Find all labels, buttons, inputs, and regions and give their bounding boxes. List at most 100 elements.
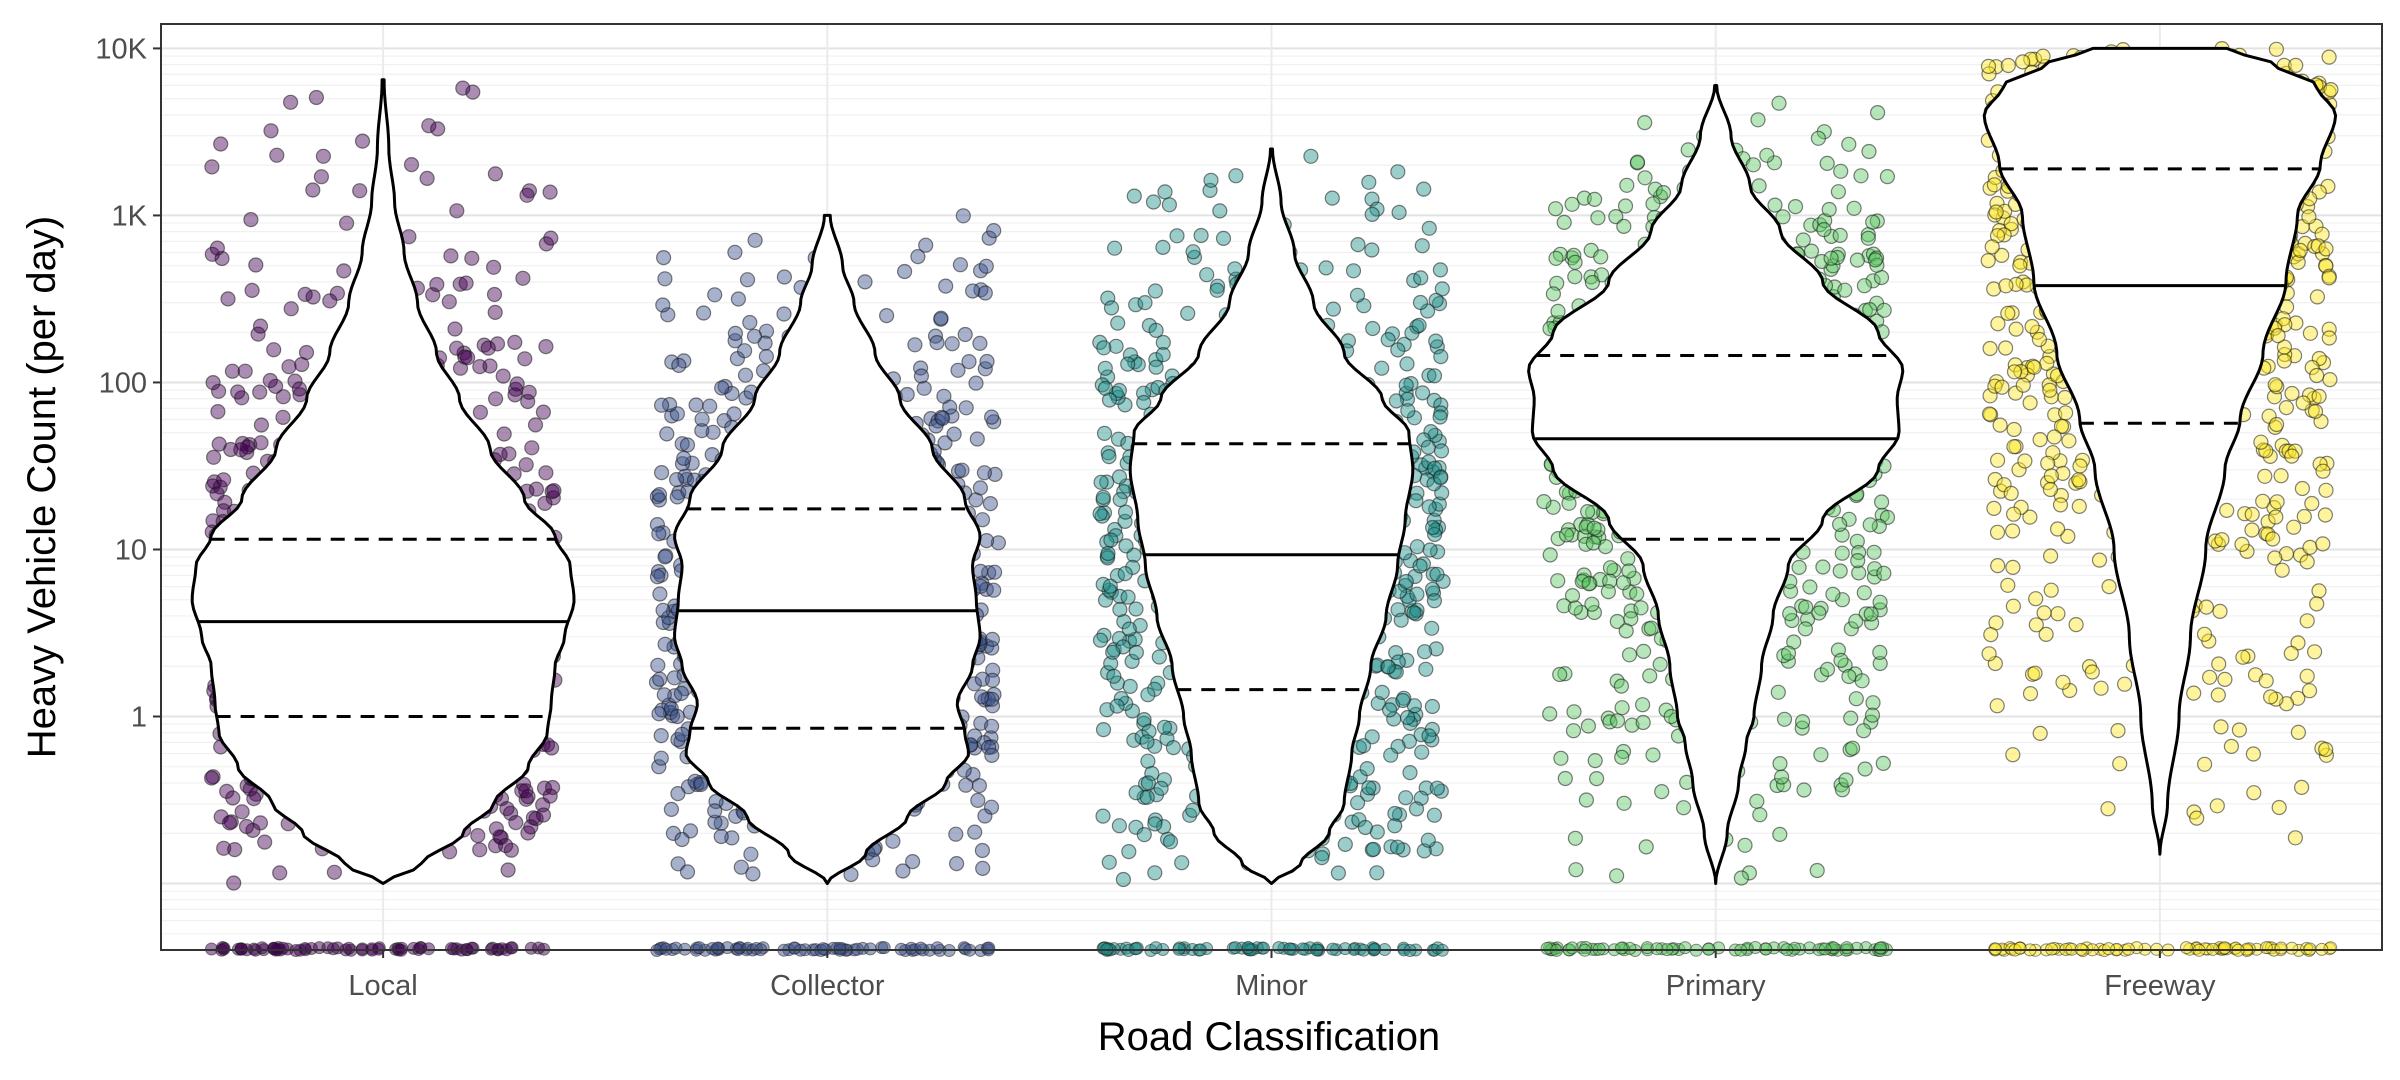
data-point (230, 384, 246, 400)
data-point (1854, 673, 1870, 689)
data-point (1643, 620, 1659, 636)
data-point (776, 306, 792, 322)
data-point (1675, 800, 1692, 816)
data-point (1819, 155, 1835, 171)
data-point (2301, 683, 2318, 699)
data-point (1581, 576, 1597, 592)
data-point (1564, 196, 1580, 212)
data-point (2245, 746, 2261, 762)
data-point (322, 293, 338, 309)
data-point (742, 314, 758, 331)
data-point (1374, 360, 1390, 376)
data-point (542, 788, 558, 804)
data-point (728, 808, 744, 825)
data-point (1101, 449, 1117, 465)
data-point (488, 821, 504, 837)
data-point (2286, 519, 2302, 535)
data-point (657, 549, 673, 565)
data-point (252, 815, 268, 831)
data-point (294, 356, 310, 373)
data-point (449, 340, 465, 356)
data-point (1126, 188, 1142, 204)
data-point (1303, 148, 1319, 164)
data-point (679, 437, 696, 453)
data-point (1752, 807, 1768, 823)
data-point-zero (1272, 941, 1286, 955)
data-point (1136, 394, 1152, 411)
data-point (1148, 359, 1164, 375)
data-point (262, 372, 278, 389)
data-point (1426, 368, 1443, 384)
data-point (1621, 647, 1638, 663)
data-point (2270, 328, 2286, 344)
data-point (743, 846, 759, 862)
y-tick-label: 1K (112, 200, 148, 232)
data-point (480, 340, 496, 356)
data-point (2260, 514, 2276, 530)
data-point (651, 487, 668, 503)
data-point (1556, 598, 1572, 614)
data-point (982, 496, 999, 512)
data-point (1357, 819, 1374, 836)
data-point (2283, 645, 2299, 662)
data-point (981, 739, 997, 756)
data-point (1586, 604, 1603, 621)
data-point (669, 489, 685, 505)
data-point (676, 450, 692, 466)
data-point (1986, 500, 2002, 516)
data-point (1849, 533, 1865, 549)
data-point (2212, 603, 2228, 620)
data-point-zero (1678, 941, 1692, 955)
data-point (2057, 389, 2073, 406)
data-point (272, 865, 288, 881)
data-point (669, 708, 685, 725)
data-point (1157, 184, 1173, 200)
data-point (1584, 596, 1600, 612)
data-point (1654, 783, 1670, 800)
data-point (2318, 482, 2334, 498)
data-point (656, 687, 672, 703)
data-point (1841, 668, 1857, 685)
data-point-zero (2013, 941, 2027, 955)
data-point (443, 248, 459, 264)
data-point (1425, 566, 1441, 582)
data-point (1421, 220, 1437, 236)
data-point (730, 291, 747, 307)
data-point (1548, 250, 1564, 266)
data-point (1819, 661, 1836, 678)
data-point (1416, 181, 1432, 197)
data-point (976, 465, 993, 481)
data-point (1862, 517, 1878, 533)
data-point (1120, 589, 1136, 605)
data-point (535, 807, 552, 823)
data-point (1616, 218, 1632, 234)
data-point (2017, 453, 2033, 469)
data-point (1402, 764, 1418, 781)
data-point (472, 359, 488, 375)
x-axis: Local Collector Minor Primary Freeway (348, 950, 2216, 1002)
data-point (2004, 523, 2021, 539)
data-point (1865, 214, 1881, 230)
data-point (907, 337, 923, 353)
x-tick-label: Local (348, 970, 417, 1002)
data-point (695, 305, 712, 321)
data-point (2091, 552, 2108, 568)
data-point (227, 841, 243, 858)
data-point (739, 272, 756, 288)
data-point-zero (422, 942, 436, 956)
data-point (1406, 605, 1422, 621)
data-point (1203, 172, 1219, 188)
data-point (1759, 147, 1775, 163)
data-point (2307, 403, 2324, 419)
data-point (517, 351, 533, 367)
data-point (954, 462, 970, 478)
data-point (1545, 286, 1562, 302)
data-point (509, 376, 525, 392)
data-point (1637, 114, 1653, 131)
data-point (257, 834, 273, 850)
data-point (326, 864, 342, 880)
data-point (1432, 409, 1448, 425)
data-point (1432, 470, 1449, 486)
data-point (1850, 552, 1866, 569)
data-point (441, 294, 457, 310)
